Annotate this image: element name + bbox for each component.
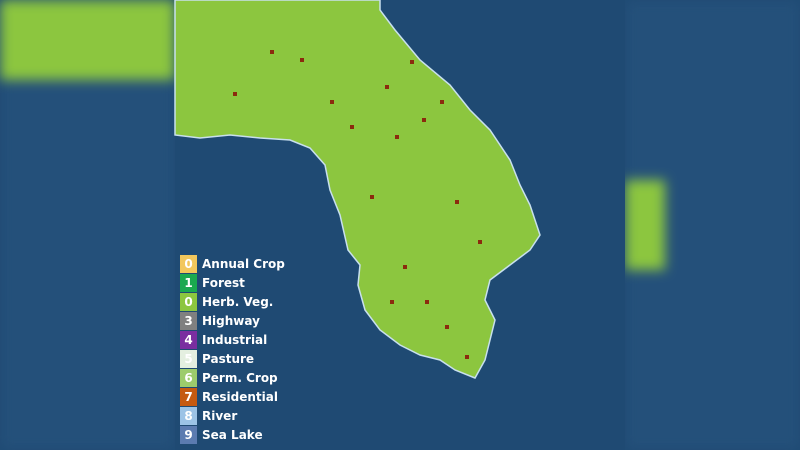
legend-swatch: 9 [180, 425, 197, 444]
legend-item: 3 Highway [180, 311, 285, 330]
legend-item: 7 Residential [180, 387, 285, 406]
legend-swatch: 7 [180, 387, 197, 406]
legend-label: Perm. Crop [202, 370, 278, 385]
legend-item: 0 Herb. Veg. [180, 292, 285, 311]
legend-swatch: 3 [180, 311, 197, 330]
residential-patches [233, 50, 482, 359]
residential-patch [455, 200, 459, 204]
legend: 0 Annual Crop 1 Forest 0 Herb. Veg. 3 Highway 4 I… [180, 254, 285, 444]
legend-label: Residential [202, 389, 278, 404]
residential-patch [395, 135, 399, 139]
legend-label: Pasture [202, 351, 255, 366]
residential-patch [440, 100, 444, 104]
residential-patch [330, 100, 334, 104]
legend-label: Annual Crop [202, 256, 285, 271]
legend-swatch: 1 [180, 273, 197, 292]
residential-patch [465, 355, 469, 359]
residential-patch [300, 58, 304, 62]
residential-patch [350, 125, 354, 129]
legend-swatch: 5 [180, 349, 197, 368]
legend-item: 5 Pasture [180, 349, 285, 368]
legend-item: 6 Perm. Crop [180, 368, 285, 387]
residential-patch [410, 60, 414, 64]
legend-item: 9 Sea Lake [180, 425, 285, 444]
residential-patch [403, 265, 407, 269]
legend-label: Industrial [202, 332, 268, 347]
legend-label: River [202, 408, 238, 423]
residential-patch [233, 92, 237, 96]
legend-label: Highway [202, 313, 260, 328]
legend-item: 1 Forest [180, 273, 285, 292]
legend-item: 0 Annual Crop [180, 254, 285, 273]
legend-item: 8 River [180, 406, 285, 425]
legend-swatch: 4 [180, 330, 197, 349]
legend-swatch: 0 [180, 254, 197, 273]
legend-swatch: 6 [180, 368, 197, 387]
land-area [174, 0, 541, 379]
legend-item: 4 Industrial [180, 330, 285, 349]
legend-label: Herb. Veg. [202, 294, 274, 309]
legend-swatch: 0 [180, 292, 197, 311]
legend-label: Sea Lake [202, 427, 263, 442]
legend-label: Forest [202, 275, 245, 290]
residential-patch [390, 300, 394, 304]
residential-patch [425, 300, 429, 304]
legend-swatch: 8 [180, 406, 197, 425]
residential-patch [445, 325, 449, 329]
residential-patch [270, 50, 274, 54]
blurred-right-panel [625, 0, 800, 450]
residential-patch [385, 85, 389, 89]
residential-patch [370, 195, 374, 199]
blurred-left-panel [0, 0, 175, 450]
residential-patch [478, 240, 482, 244]
residential-patch [422, 118, 426, 122]
